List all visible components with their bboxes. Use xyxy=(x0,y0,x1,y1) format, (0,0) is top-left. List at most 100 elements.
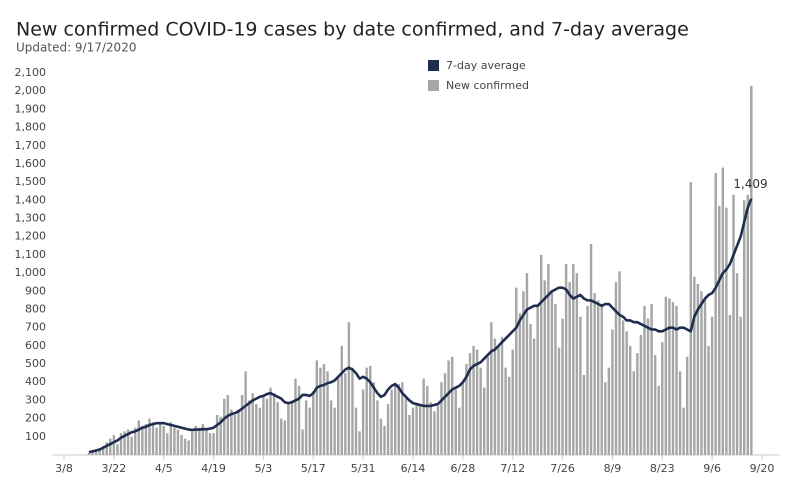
bar xyxy=(322,364,326,455)
y-tick-label: 700 xyxy=(25,321,46,334)
bar xyxy=(401,382,404,455)
bar xyxy=(636,353,639,455)
y-tick-label: 1,100 xyxy=(15,248,47,261)
bar xyxy=(522,291,525,455)
bar xyxy=(433,411,436,455)
bar xyxy=(205,429,208,455)
bar xyxy=(515,287,518,455)
bar xyxy=(539,254,543,455)
bar xyxy=(201,424,205,455)
bar xyxy=(696,284,700,455)
bar xyxy=(301,429,304,455)
bar xyxy=(386,404,390,455)
bar xyxy=(714,173,717,456)
bar xyxy=(465,364,468,455)
bar xyxy=(312,391,315,455)
bar xyxy=(397,384,400,455)
bar xyxy=(190,431,194,455)
bar xyxy=(650,304,653,455)
x-tick-label: 4/5 xyxy=(155,462,173,475)
bar xyxy=(379,418,383,455)
bar xyxy=(557,347,561,455)
x-tick-label: 7/26 xyxy=(550,462,575,475)
bar xyxy=(543,280,546,455)
x-tick-label: 5/31 xyxy=(351,462,376,475)
bar xyxy=(233,414,237,455)
bar xyxy=(621,320,625,455)
y-tick-label: 2,000 xyxy=(15,84,47,97)
bar xyxy=(507,376,511,455)
bar xyxy=(166,433,169,455)
bar xyxy=(593,293,596,455)
bar xyxy=(742,200,746,455)
bar xyxy=(337,378,340,455)
bar xyxy=(244,371,247,455)
bar xyxy=(472,345,475,455)
bar xyxy=(283,420,287,455)
bar xyxy=(208,433,212,455)
bar xyxy=(148,418,151,455)
bar xyxy=(344,373,347,455)
bar xyxy=(461,382,465,455)
y-tick-label: 1,400 xyxy=(15,193,47,206)
bar xyxy=(91,452,94,455)
average-line xyxy=(88,198,753,454)
bar xyxy=(475,349,479,455)
x-tick-label: 9/20 xyxy=(750,462,775,475)
bar xyxy=(251,393,254,455)
bar xyxy=(134,427,137,455)
bar xyxy=(586,305,589,455)
bar xyxy=(112,434,116,455)
bar xyxy=(319,367,322,455)
bar xyxy=(262,394,265,455)
bar xyxy=(101,445,105,455)
bar xyxy=(219,416,222,455)
x-tick-label: 5/3 xyxy=(255,462,273,475)
bar xyxy=(596,300,600,455)
bar xyxy=(443,373,447,455)
bar xyxy=(525,273,529,455)
bar xyxy=(454,389,457,455)
bar xyxy=(294,378,297,455)
bar xyxy=(739,316,742,455)
bar xyxy=(297,385,301,455)
bar xyxy=(607,367,611,455)
bar xyxy=(589,243,593,455)
bar xyxy=(518,313,522,455)
bar xyxy=(215,414,219,455)
x-tick-label: 8/23 xyxy=(650,462,675,475)
bar xyxy=(668,298,671,455)
legend-label: 7-day average xyxy=(446,59,526,72)
chart-subtitle: Updated: 9/17/2020 xyxy=(16,41,136,55)
bar xyxy=(550,291,554,455)
bar xyxy=(675,305,678,455)
y-tick-label: 600 xyxy=(25,339,46,352)
bar xyxy=(230,409,233,455)
bar xyxy=(725,207,728,455)
y-tick-label: 200 xyxy=(25,412,46,425)
bar xyxy=(176,429,180,455)
y-tick-label: 1,500 xyxy=(15,175,47,188)
bar xyxy=(718,205,721,455)
bar xyxy=(290,400,294,455)
bar xyxy=(390,389,393,455)
bar xyxy=(226,394,230,455)
bar xyxy=(572,264,575,455)
bar xyxy=(700,291,703,455)
bar xyxy=(682,407,685,455)
y-tick-label: 500 xyxy=(25,357,46,370)
bar xyxy=(561,318,564,455)
bar xyxy=(155,427,158,455)
bar xyxy=(511,349,514,455)
bar xyxy=(141,425,144,455)
bar xyxy=(500,336,504,455)
bar xyxy=(137,420,140,455)
bar xyxy=(130,436,133,455)
bar xyxy=(351,367,354,455)
bar xyxy=(376,400,379,455)
bar xyxy=(158,424,162,455)
bar xyxy=(686,356,689,455)
y-tick-label: 1,700 xyxy=(15,139,47,152)
bar xyxy=(490,322,493,455)
x-tick-label: 3/22 xyxy=(102,462,127,475)
